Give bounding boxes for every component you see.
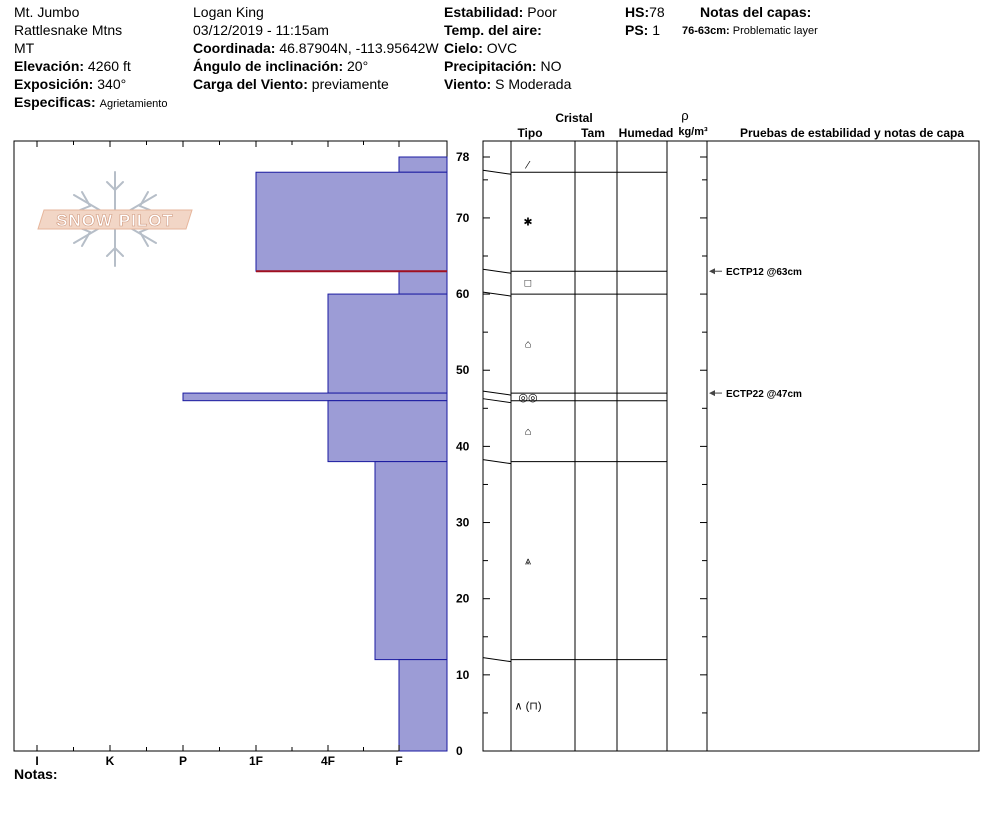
state: MT	[14, 40, 35, 56]
layer-boundary-connector	[482, 169, 512, 175]
mountain-range: Rattlesnake Mtns	[14, 22, 123, 38]
hardness-bar	[327, 293, 448, 394]
depth-tick-label: 50	[456, 363, 470, 377]
crystal-type-symbol: ⌂	[525, 339, 532, 351]
hardness-tick-label: 1F	[249, 754, 263, 768]
stability-test-label: ECTP12 @63cm	[726, 267, 802, 278]
crystal-type-symbol: ⩓	[525, 556, 532, 568]
notes-label: Notas:	[14, 766, 58, 782]
hardness-bar	[255, 171, 448, 272]
hardness-bar	[398, 156, 448, 173]
depth-tick-label: 0	[456, 744, 463, 758]
hardness-tick-label: P	[179, 754, 187, 768]
hardness-bar	[398, 270, 448, 295]
test-arrowhead	[709, 268, 715, 275]
precipitation: Precipitación: NO	[444, 58, 562, 74]
crystal-group-header: Cristal	[555, 111, 592, 125]
pit-score: PS: 1	[625, 22, 661, 38]
layer-boundary-connector	[482, 390, 512, 396]
specifics: Especificas: Agrietamiento	[14, 94, 168, 110]
crystal-rows: ⁄ ✱ □ ⌂ ◎◎ ⌂ ⩓ ∧ (⊓)	[482, 160, 667, 712]
crystal-type-symbol: ⁄	[524, 160, 531, 172]
crystal-table-frame	[482, 140, 980, 752]
density-unit: kg/m³	[678, 126, 708, 138]
hardness-bars	[182, 156, 448, 752]
layer-boundary-connector	[482, 291, 512, 297]
layer-notes-title: Notas del capas:	[700, 4, 812, 20]
test-arrowhead	[709, 390, 715, 397]
hardness-tick-label: F	[395, 754, 402, 768]
hardness-tick-label: I	[35, 754, 38, 768]
type-header: Tipo	[517, 126, 542, 140]
layer-boundary-connector	[482, 657, 512, 663]
crystal-type-symbol: □	[525, 278, 532, 290]
wind-loading: Carga del Viento: previamente	[193, 76, 389, 92]
depth-tick-label: 60	[456, 287, 470, 301]
coordinate: Coordinada: 46.87904N, -113.95642W	[193, 40, 439, 56]
stability-tests: ECTP12 @63cm ECTP22 @47cm	[709, 267, 802, 400]
density-symbol: ρ	[681, 108, 688, 123]
stability: Estabilidad: Poor	[444, 4, 557, 20]
depth-tick-label: 40	[456, 439, 470, 453]
hardness-tick-label: 4F	[321, 754, 335, 768]
snowpilot-logo: SNOW PILOT	[37, 171, 193, 267]
aspect: Exposición: 340°	[14, 76, 127, 92]
snow-height: HS:78	[625, 4, 665, 20]
hardness-bar	[398, 659, 448, 752]
layer-note: 76-63cm: Problematic layer	[682, 25, 818, 37]
layer-boundary-connector	[482, 459, 512, 465]
size-header: Tam	[581, 126, 605, 140]
depth-tick-label: 78	[456, 150, 470, 164]
crystal-type-symbol: ✱	[523, 217, 532, 229]
slope-angle: Ángulo de inclinación: 20°	[193, 58, 369, 74]
layer-boundary-connector	[482, 268, 512, 274]
stability-test-label: ECTP22 @47cm	[726, 389, 802, 400]
air-temperature: Temp. del aire:	[444, 22, 542, 38]
depth-axis: 0 10 20 30 40 50 60 70 78	[456, 150, 707, 758]
depth-tick-label: 10	[456, 668, 470, 682]
crystal-type-symbol: ∧ (⊓)	[514, 700, 541, 712]
moisture-header: Humedad	[619, 126, 674, 140]
layer-boundary-connector	[482, 398, 512, 404]
location: Mt. Jumbo	[14, 4, 80, 20]
wind: Viento: S Moderada	[444, 76, 572, 92]
sky: Cielo: OVC	[444, 40, 518, 56]
hardness-bar	[182, 392, 448, 402]
observer: Logan King	[193, 4, 264, 20]
logo-text: SNOW PILOT	[56, 211, 174, 230]
elevation: Elevación: 4260 ft	[14, 58, 131, 74]
depth-tick-label: 70	[456, 211, 470, 225]
crystal-type-symbol: ◎◎	[518, 392, 537, 404]
tests-header: Pruebas de estabilidad y notas de capa	[740, 126, 964, 140]
depth-tick-label: 20	[456, 592, 470, 606]
hardness-bar	[327, 400, 448, 463]
hardness-axis: I K P 1F 4F F	[35, 141, 403, 768]
depth-tick-label: 30	[456, 516, 470, 530]
datetime: 03/12/2019 - 11:15am	[193, 22, 329, 38]
hardness-tick-label: K	[106, 754, 115, 768]
hardness-bar	[374, 461, 448, 661]
crystal-type-symbol: ⌂	[525, 426, 532, 438]
